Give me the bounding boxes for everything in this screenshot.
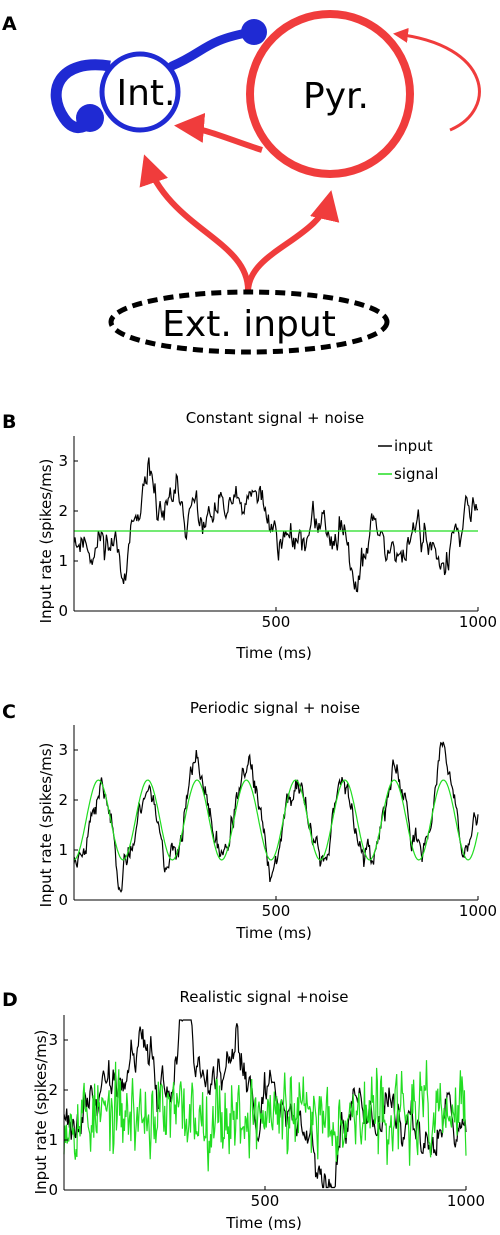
panel-letter-d: D bbox=[2, 989, 18, 1011]
y-axis-label: Input rate (spikes/ms) bbox=[32, 1030, 50, 1195]
y-axis-label: Input rate (spikes/ms) bbox=[37, 743, 55, 908]
pyramidal-node bbox=[246, 10, 414, 178]
external-input-node bbox=[108, 289, 390, 355]
chart-title: Realistic signal +noise bbox=[180, 988, 349, 1006]
chart-title: Periodic signal + noise bbox=[190, 699, 360, 717]
series-line-trace-1 bbox=[63, 1060, 467, 1172]
chart-title: Constant signal + noise bbox=[186, 409, 365, 427]
x-tick-label: 1000 bbox=[447, 1192, 485, 1210]
interneuron-label: Int. bbox=[117, 73, 176, 114]
x-axis-label: Time (ms) bbox=[225, 1214, 302, 1232]
int-self-inhibitory-terminal bbox=[76, 104, 104, 132]
plot-area: 0 1 2 3 500 1000 bbox=[48, 1015, 485, 1210]
y-tick-label: 1 bbox=[58, 552, 68, 570]
legend: input signal bbox=[378, 437, 438, 483]
panel-letter-c: C bbox=[2, 701, 16, 723]
ext-to-pyr-arrow bbox=[245, 190, 340, 293]
pyr-to-int-arrow bbox=[174, 112, 263, 153]
y-tick-label: 0 bbox=[58, 891, 68, 909]
chart-constant-signal: B Constant signal + noise 0 1 2 3 500 1000 Ti… bbox=[2, 409, 497, 662]
x-tick-label: 1000 bbox=[459, 902, 497, 920]
external-input-label: Ext. input bbox=[162, 304, 336, 345]
series-line-trace-0 bbox=[73, 741, 479, 893]
legend-label-signal: signal bbox=[394, 465, 438, 483]
y-tick-label: 1 bbox=[48, 1131, 58, 1149]
y-tick-label: 3 bbox=[48, 1031, 58, 1049]
x-tick-label: 1000 bbox=[459, 613, 497, 631]
chart-realistic-signal: D Realistic signal +noise 0 1 2 3 500 1000 Ti… bbox=[2, 988, 485, 1232]
y-tick-label: 0 bbox=[58, 602, 68, 620]
y-tick-label: 3 bbox=[58, 452, 68, 470]
y-tick-label: 3 bbox=[58, 741, 68, 759]
int-to-pyr-inhibitory-link bbox=[167, 27, 257, 71]
legend-label-input: input bbox=[394, 437, 433, 455]
plot-area: 0 1 2 3 500 1000 bbox=[58, 436, 497, 631]
x-axis-label: Time (ms) bbox=[235, 924, 312, 942]
pyramidal-label: Pyr. bbox=[303, 76, 369, 117]
x-axis-label: Time (ms) bbox=[235, 644, 312, 662]
y-tick-label: 2 bbox=[58, 791, 68, 809]
x-tick-label: 500 bbox=[262, 902, 291, 920]
y-tick-label: 2 bbox=[58, 502, 68, 520]
ext-to-int-arrow bbox=[139, 154, 252, 293]
plot-area: 0 1 2 3 500 1000 bbox=[58, 725, 497, 920]
int-to-pyr-inhibitory-terminal bbox=[241, 19, 267, 45]
y-tick-label: 0 bbox=[48, 1181, 58, 1199]
series-line-trace-1 bbox=[73, 779, 479, 861]
y-tick-label: 2 bbox=[48, 1081, 58, 1099]
series-line-trace-0 bbox=[63, 1019, 467, 1189]
y-axis-label: Input rate (spikes/ms) bbox=[37, 459, 55, 624]
interneuron-node bbox=[99, 51, 181, 133]
x-tick-label: 500 bbox=[251, 1192, 280, 1210]
chart-periodic-signal: C Periodic signal + noise 0 1 2 3 500 1000 Ti… bbox=[2, 699, 497, 942]
y-tick-label: 1 bbox=[58, 841, 68, 859]
panel-letter-a: A bbox=[2, 13, 17, 35]
network-diagram: A Pyr. Int. Ext. input bbox=[2, 10, 481, 355]
series-line-input bbox=[73, 457, 479, 593]
x-tick-label: 500 bbox=[262, 613, 291, 631]
pyr-self-loop-arrow bbox=[393, 27, 481, 132]
panel-letter-b: B bbox=[2, 411, 16, 433]
